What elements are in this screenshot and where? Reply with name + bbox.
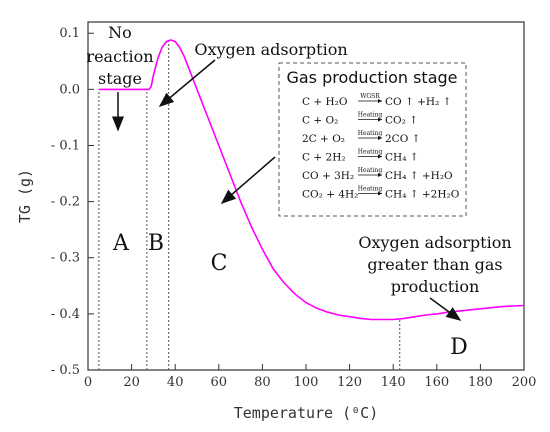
equation-left: C + O₂ (302, 115, 338, 127)
equation-condition: Heating (358, 186, 383, 193)
equation-arrowhead (378, 117, 382, 122)
y-axis-label: TG (g) (16, 169, 34, 223)
equation-right: CH₄ ↑ (385, 152, 419, 164)
x-tick-label: 20 (123, 375, 140, 390)
tg-curve (98, 39, 525, 321)
x-tick-label: 60 (211, 375, 228, 390)
equation-condition: Heating (358, 149, 383, 156)
equation-right: CO₂ ↑ (385, 115, 418, 127)
no-reaction-label-line3: stage (98, 69, 142, 88)
equation-left: CO₂ + 4H₂ (302, 189, 358, 201)
stage-b-label: B (148, 231, 164, 256)
y-tick-label: - 0.4 (51, 307, 80, 322)
oxygen-adsorption-label: Oxygen adsorption (194, 40, 347, 59)
equation-condition: Heating (358, 167, 383, 174)
oxygen-greater-arrow (429, 297, 462, 321)
y-tick-label: - 0.3 (51, 251, 80, 266)
x-axis-label: Temperature (⁰C) (234, 404, 379, 422)
equation-condition: Heating (358, 112, 383, 119)
equation-left: C + 2H₂ (302, 152, 346, 164)
x-tick-label: 140 (381, 375, 406, 390)
x-tick-label: 120 (337, 375, 362, 390)
y-tick-label: 0.1 (59, 26, 80, 41)
equation-right: CH₄ ↑ +H₂O (385, 170, 453, 182)
equation-right: CO ↑ +H₂ ↑ (385, 96, 451, 108)
x-tick-label: 80 (254, 375, 271, 390)
y-tick-label: - 0.1 (51, 138, 80, 153)
stage-a-label: A (112, 231, 130, 256)
equation-right: 2CO ↑ (385, 133, 420, 145)
x-tick-label: 0 (84, 375, 92, 390)
no-reaction-label-line2: reaction (86, 47, 153, 66)
equation-left: CO + 3H₂ (302, 170, 354, 182)
equation-condition: WGSR (360, 93, 380, 100)
equation-arrowhead (378, 136, 382, 140)
gas-production-arrow (220, 156, 276, 204)
equation-arrowhead (378, 154, 382, 159)
no-reaction-label-line1: No (108, 23, 132, 42)
stage-d-label: D (450, 335, 468, 360)
x-tick-label: 160 (424, 375, 449, 390)
stage-c-label: C (211, 251, 228, 276)
equation-condition: Heating (358, 130, 383, 137)
equation-left: 2C + O₂ (302, 133, 345, 145)
equation-arrowhead (378, 191, 382, 196)
gas-production-box (278, 62, 467, 217)
equation-left: C + H₂O (302, 96, 348, 108)
x-tick-label: 100 (294, 375, 319, 390)
y-tick-label: - 0.2 (51, 195, 80, 210)
oxygen-adsorption-arrow (158, 59, 216, 107)
equation-right: CH₄ ↑ +2H₂O (385, 189, 460, 201)
equation-arrowhead (378, 173, 382, 177)
oxygen-greater-label-line2: greater than gas (367, 255, 502, 274)
oxygen-greater-label-line3: production (391, 277, 480, 296)
oxygen-greater-label-line1: Oxygen adsorption (358, 233, 511, 252)
x-tick-label: 200 (512, 375, 537, 390)
equation-arrowhead (378, 99, 382, 103)
y-tick-label: - 0.5 (51, 363, 80, 378)
gas-production-title: Gas production stage (286, 68, 457, 87)
x-tick-label: 180 (468, 375, 493, 390)
y-tick-label: 0.0 (59, 82, 80, 97)
x-tick-label: 40 (167, 375, 184, 390)
